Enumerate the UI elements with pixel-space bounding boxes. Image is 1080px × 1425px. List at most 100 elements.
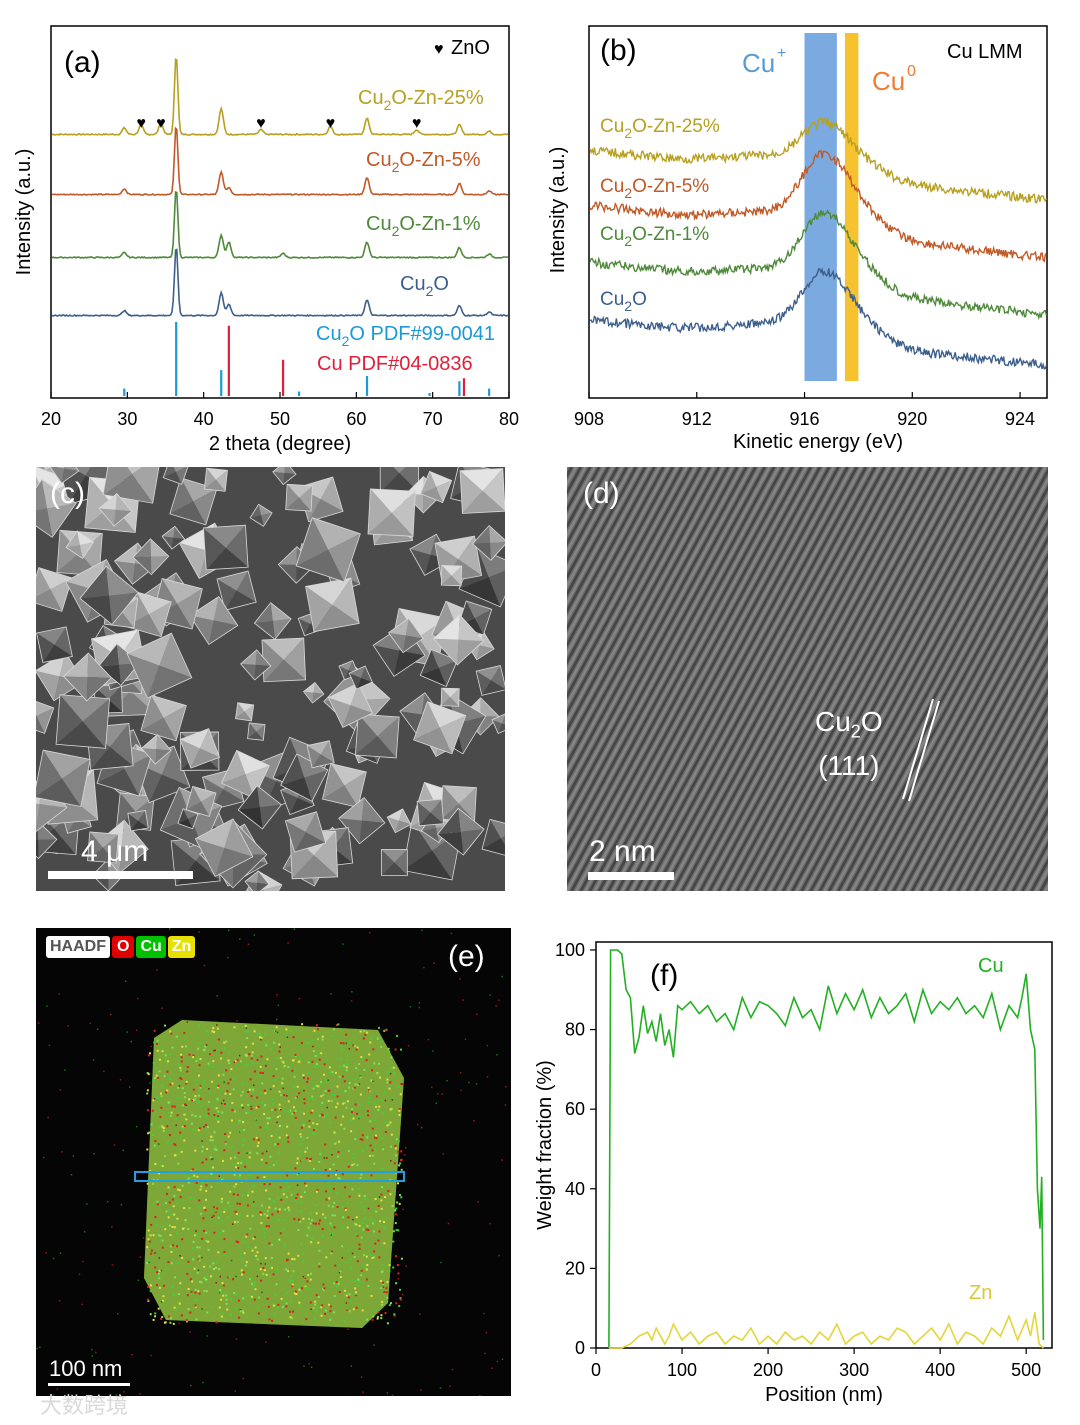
eds-noise-dot	[278, 1005, 280, 1007]
eds-dot	[303, 1077, 305, 1079]
eds-noise-dot	[45, 1252, 47, 1254]
eds-noise-dot	[90, 1023, 92, 1025]
eds-dot	[378, 1063, 380, 1065]
eds-dot	[267, 1210, 269, 1212]
reference-label: Cu PDF#04-0836	[317, 353, 473, 375]
eds-dot	[258, 1142, 260, 1144]
auger-series-label: Cu2O	[600, 289, 647, 314]
eds-dot	[280, 1186, 282, 1188]
eds-dot	[286, 1292, 288, 1294]
eds-noise-dot	[294, 928, 296, 930]
eds-dot	[263, 1228, 265, 1230]
eds-dot	[349, 1196, 351, 1198]
eds-dot	[217, 1049, 219, 1051]
eds-dot	[173, 1143, 175, 1145]
eds-dot	[174, 1106, 176, 1108]
panel-e-eds-map: HAADF O Cu Zn (e) 100 nm	[36, 928, 511, 1396]
eds-dot	[347, 1063, 349, 1065]
eds-dot	[215, 1321, 217, 1323]
eds-dot	[171, 1262, 173, 1264]
eds-dot	[152, 1134, 154, 1136]
eds-noise-dot	[270, 1089, 272, 1091]
eds-dot	[166, 1090, 168, 1092]
eds-noise-dot	[398, 1278, 400, 1280]
eds-dot	[156, 1075, 158, 1077]
eds-dot	[274, 1079, 276, 1081]
eds-noise-dot	[111, 1226, 113, 1228]
eds-dot	[209, 1266, 211, 1268]
eds-dot	[305, 1148, 307, 1150]
eds-dot	[147, 1183, 149, 1185]
eds-dot	[252, 1191, 254, 1193]
eds-dot	[261, 1205, 263, 1207]
eds-dot	[151, 1250, 153, 1252]
eds-dot	[170, 1317, 172, 1319]
eds-dot	[314, 1301, 316, 1303]
eds-dot	[155, 1216, 157, 1218]
eds-dot	[325, 1190, 327, 1192]
eds-noise-dot	[405, 1147, 407, 1149]
eds-dot	[172, 1199, 174, 1201]
eds-dot	[297, 1086, 299, 1088]
eds-dot	[381, 1137, 383, 1139]
eds-noise-dot	[126, 1031, 128, 1033]
eds-dot	[176, 1036, 178, 1038]
zno-peak-marker: ♥	[256, 115, 266, 132]
auger-series-label: Cu2O-Zn-25%	[600, 116, 720, 141]
eds-dot	[206, 1312, 208, 1314]
eds-dot	[319, 1219, 321, 1221]
x-tick-label: 50	[270, 409, 290, 429]
eds-dot	[200, 1098, 202, 1100]
eds-dot	[348, 1166, 350, 1168]
eds-dot	[306, 1081, 308, 1083]
eds-dot	[260, 1212, 262, 1214]
eds-dot	[271, 1214, 273, 1216]
eds-dot	[373, 1062, 375, 1064]
eds-dot	[220, 1058, 222, 1060]
eds-dot	[322, 1235, 324, 1237]
eds-dot	[171, 1213, 173, 1215]
eds-dot	[347, 1100, 349, 1102]
eds-dot	[192, 1129, 194, 1131]
eds-dot	[354, 1087, 356, 1089]
eds-dot	[152, 1099, 154, 1101]
eds-dot	[347, 1249, 349, 1251]
eds-dot	[280, 1232, 282, 1234]
eds-dot	[198, 1255, 200, 1257]
eds-dot	[215, 1210, 217, 1212]
eds-dot	[156, 1284, 158, 1286]
eds-noise-dot	[238, 1167, 240, 1169]
eds-dot	[301, 1127, 303, 1129]
eds-dot	[199, 1087, 201, 1089]
legend-o: O	[112, 936, 134, 958]
eds-dot	[174, 1186, 176, 1188]
eds-dot	[249, 1228, 251, 1230]
eds-dot	[169, 1134, 171, 1136]
eds-dot	[333, 1188, 335, 1190]
eds-dot	[367, 1114, 369, 1116]
eds-noise-dot	[392, 1099, 394, 1101]
eds-dot	[193, 1175, 195, 1177]
eds-dot	[176, 1097, 178, 1099]
eds-dot	[246, 1234, 248, 1236]
eds-dot	[154, 1030, 156, 1032]
eds-dot	[208, 1063, 210, 1065]
eds-dot	[215, 1118, 217, 1120]
eds-dot	[346, 1059, 348, 1061]
eds-dot	[359, 1225, 361, 1227]
eds-dot	[354, 1138, 356, 1140]
eds-dot	[280, 1094, 282, 1096]
eds-dot	[322, 1213, 324, 1215]
eds-dot	[195, 1305, 197, 1307]
eds-dot	[291, 1258, 293, 1260]
eds-dot	[311, 1119, 313, 1121]
eds-dot	[244, 1166, 246, 1168]
eds-dot	[181, 1315, 183, 1317]
eds-dot	[245, 1054, 247, 1056]
eds-dot	[215, 1146, 217, 1148]
zno-peak-marker: ♥	[412, 115, 422, 132]
eds-noise-dot	[68, 1025, 70, 1027]
eds-dot	[179, 1189, 181, 1191]
eds-dot	[241, 1269, 243, 1271]
eds-dot	[264, 1092, 266, 1094]
